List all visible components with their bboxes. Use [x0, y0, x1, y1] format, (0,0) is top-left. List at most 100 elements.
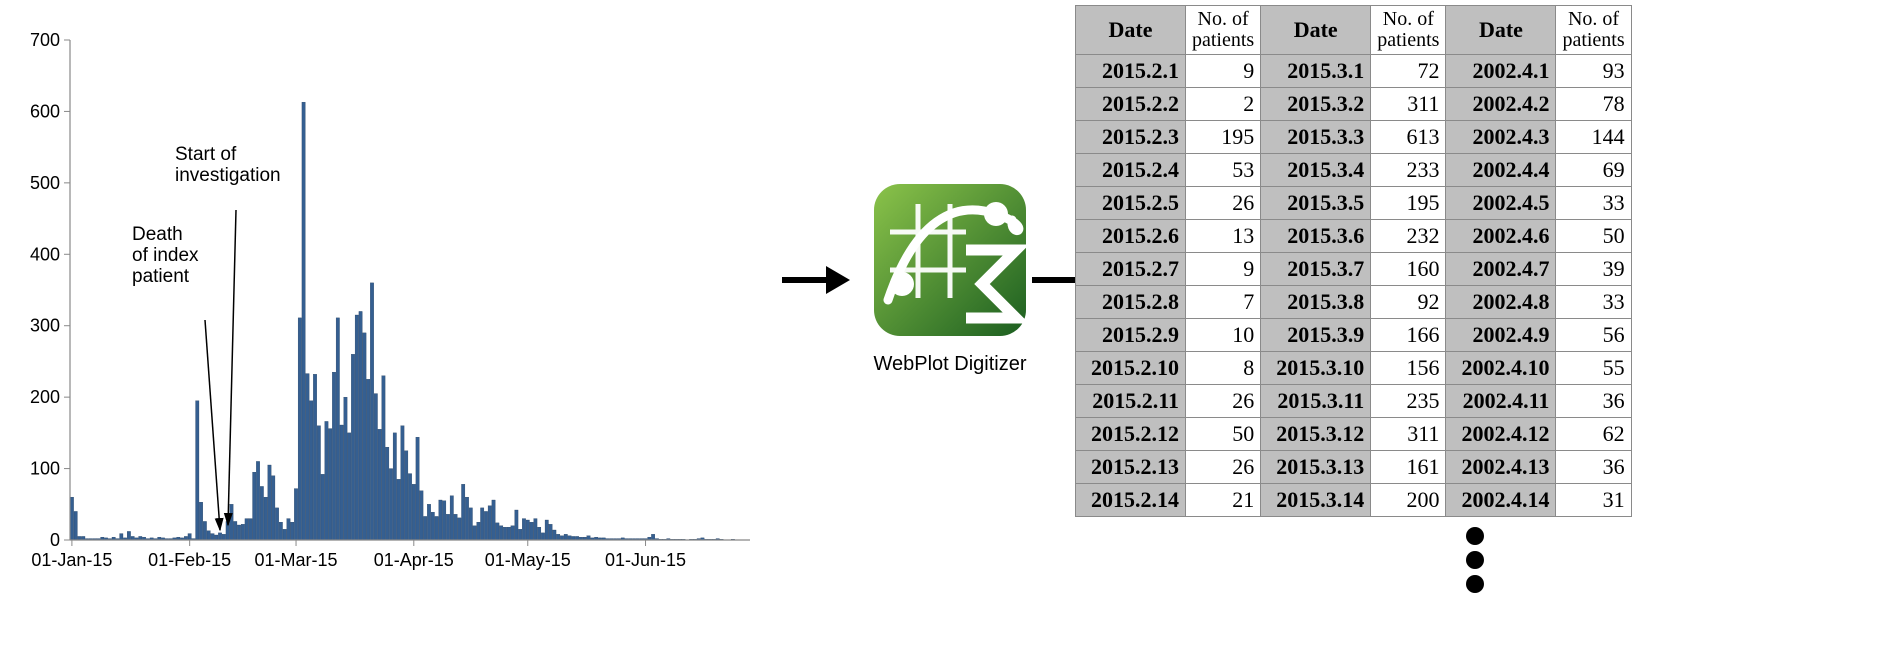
- table-date-cell: 2015.2.3: [1076, 121, 1186, 154]
- table-value-cell: 50: [1556, 220, 1631, 253]
- table-value-cell: 195: [1371, 187, 1446, 220]
- table-date-cell: 2002.4.9: [1446, 319, 1556, 352]
- table-date-cell: 2015.2.12: [1076, 418, 1186, 451]
- table-row: 2015.2.792015.3.71602002.4.739: [1076, 253, 1632, 286]
- table-value-cell: 62: [1556, 418, 1631, 451]
- table-value-cell: 33: [1556, 187, 1631, 220]
- table-date-cell: 2015.2.11: [1076, 385, 1186, 418]
- y-tick-label: 400: [30, 244, 60, 264]
- table-ellipsis-icon: [1075, 527, 1875, 593]
- table-row: 2015.2.4532015.3.42332002.4.469: [1076, 154, 1632, 187]
- table-date-cell: 2015.2.8: [1076, 286, 1186, 319]
- y-tick-label: 300: [30, 316, 60, 336]
- table-row: 2015.2.14212015.3.142002002.4.1431: [1076, 484, 1632, 517]
- table-header-value: No. ofpatients: [1371, 6, 1446, 55]
- table-date-cell: 2015.3.3: [1261, 121, 1371, 154]
- table-date-cell: 2015.3.6: [1261, 220, 1371, 253]
- y-tick-label: 700: [30, 30, 60, 50]
- table-value-cell: 21: [1186, 484, 1261, 517]
- table-row: 2015.2.9102015.3.91662002.4.956: [1076, 319, 1632, 352]
- table-value-cell: 8: [1186, 352, 1261, 385]
- table-date-cell: 2015.3.7: [1261, 253, 1371, 286]
- table-date-cell: 2002.4.1: [1446, 55, 1556, 88]
- table-date-cell: 2002.4.3: [1446, 121, 1556, 154]
- table-value-cell: 50: [1186, 418, 1261, 451]
- table-value-cell: 92: [1371, 286, 1446, 319]
- table-row: 2015.2.12502015.3.123112002.4.1262: [1076, 418, 1632, 451]
- table-value-cell: 69: [1556, 154, 1631, 187]
- chart-annotation-text: Death: [132, 224, 183, 245]
- table-value-cell: 7: [1186, 286, 1261, 319]
- table-date-cell: 2015.3.12: [1261, 418, 1371, 451]
- table-date-cell: 2002.4.8: [1446, 286, 1556, 319]
- table-row: 2015.2.31952015.3.36132002.4.3144: [1076, 121, 1632, 154]
- table-date-cell: 2002.4.11: [1446, 385, 1556, 418]
- webplotdigitizer-logo-icon: [870, 180, 1030, 340]
- chart-annotation-text: investigation: [175, 165, 281, 186]
- epidemic-bar-chart: 010020030040050060070001-Jan-1501-Feb-15…: [10, 30, 770, 590]
- table-value-cell: 160: [1371, 253, 1446, 286]
- table-date-cell: 2015.3.1: [1261, 55, 1371, 88]
- table-value-cell: 33: [1556, 286, 1631, 319]
- table-date-cell: 2015.2.4: [1076, 154, 1186, 187]
- table-date-cell: 2015.2.14: [1076, 484, 1186, 517]
- figure-container: 010020030040050060070001-Jan-1501-Feb-15…: [0, 0, 1900, 650]
- flow-arrow-1-icon: [780, 260, 850, 300]
- table-value-cell: 232: [1371, 220, 1446, 253]
- table-value-cell: 195: [1186, 121, 1261, 154]
- bar-chart-svg: 010020030040050060070001-Jan-1501-Feb-15…: [10, 30, 770, 620]
- table-value-cell: 13: [1186, 220, 1261, 253]
- table-date-cell: 2015.3.10: [1261, 352, 1371, 385]
- x-tick-label: 01-May-15: [485, 550, 571, 570]
- table-row: 2015.2.6132015.3.62322002.4.650: [1076, 220, 1632, 253]
- table-value-cell: 26: [1186, 187, 1261, 220]
- table-value-cell: 55: [1556, 352, 1631, 385]
- table-date-cell: 2015.3.11: [1261, 385, 1371, 418]
- table-value-cell: 39: [1556, 253, 1631, 286]
- table-date-cell: 2002.4.12: [1446, 418, 1556, 451]
- x-tick-label: 01-Jun-15: [605, 550, 686, 570]
- table-value-cell: 613: [1371, 121, 1446, 154]
- chart-annotation-text: patient: [132, 266, 190, 287]
- table-date-cell: 2002.4.7: [1446, 253, 1556, 286]
- table-value-cell: 72: [1371, 55, 1446, 88]
- table-value-cell: 53: [1186, 154, 1261, 187]
- table-header-value: No. ofpatients: [1186, 6, 1261, 55]
- x-tick-label: 01-Apr-15: [374, 550, 454, 570]
- table-value-cell: 233: [1371, 154, 1446, 187]
- table-date-cell: 2015.3.14: [1261, 484, 1371, 517]
- table-date-cell: 2015.3.13: [1261, 451, 1371, 484]
- table-value-cell: 31: [1556, 484, 1631, 517]
- chart-annotation-text: of index: [132, 245, 199, 266]
- webplotdigitizer-label: WebPlot Digitizer: [860, 353, 1040, 376]
- table-date-cell: 2015.2.5: [1076, 187, 1186, 220]
- table-date-cell: 2015.3.9: [1261, 319, 1371, 352]
- table-value-cell: 10: [1186, 319, 1261, 352]
- table-date-cell: 2002.4.6: [1446, 220, 1556, 253]
- table-date-cell: 2015.2.10: [1076, 352, 1186, 385]
- x-tick-label: 01-Mar-15: [255, 550, 338, 570]
- table-value-cell: 9: [1186, 55, 1261, 88]
- table-value-cell: 26: [1186, 451, 1261, 484]
- table-date-cell: 2002.4.5: [1446, 187, 1556, 220]
- table-value-cell: 311: [1371, 418, 1446, 451]
- table-date-cell: 2015.3.5: [1261, 187, 1371, 220]
- table-date-cell: 2015.2.1: [1076, 55, 1186, 88]
- table-value-cell: 156: [1371, 352, 1446, 385]
- table-row: 2015.2.222015.3.23112002.4.278: [1076, 88, 1632, 121]
- table-row: 2015.2.192015.3.1722002.4.193: [1076, 55, 1632, 88]
- table-value-cell: 144: [1556, 121, 1631, 154]
- table-value-cell: 235: [1371, 385, 1446, 418]
- table-header-value: No. ofpatients: [1556, 6, 1631, 55]
- table-value-cell: 311: [1371, 88, 1446, 121]
- table-date-cell: 2015.3.2: [1261, 88, 1371, 121]
- table-row: 2015.2.1082015.3.101562002.4.1055: [1076, 352, 1632, 385]
- y-tick-label: 600: [30, 101, 60, 121]
- table-date-cell: 2015.2.13: [1076, 451, 1186, 484]
- table-value-cell: 2: [1186, 88, 1261, 121]
- table-date-cell: 2015.2.7: [1076, 253, 1186, 286]
- table-date-cell: 2015.2.6: [1076, 220, 1186, 253]
- table-date-cell: 2002.4.13: [1446, 451, 1556, 484]
- webplotdigitizer-block: WebPlot Digitizer: [860, 180, 1040, 376]
- x-tick-label: 01-Feb-15: [148, 550, 231, 570]
